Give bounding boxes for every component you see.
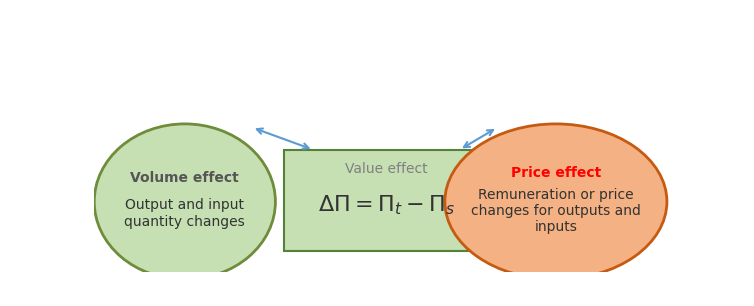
Text: Output and input
quantity changes: Output and input quantity changes	[124, 198, 245, 229]
Ellipse shape	[445, 124, 667, 279]
Ellipse shape	[94, 124, 275, 279]
Text: $\Delta\Pi=\Pi_t-\Pi_s$: $\Delta\Pi=\Pi_t-\Pi_s$	[318, 193, 455, 217]
FancyBboxPatch shape	[284, 150, 489, 251]
Text: Volume effect: Volume effect	[130, 171, 239, 185]
Text: Price effect: Price effect	[510, 166, 601, 180]
Text: Value effect: Value effect	[345, 162, 428, 176]
Text: Remuneration or price
changes for outputs and
inputs: Remuneration or price changes for output…	[471, 188, 641, 234]
